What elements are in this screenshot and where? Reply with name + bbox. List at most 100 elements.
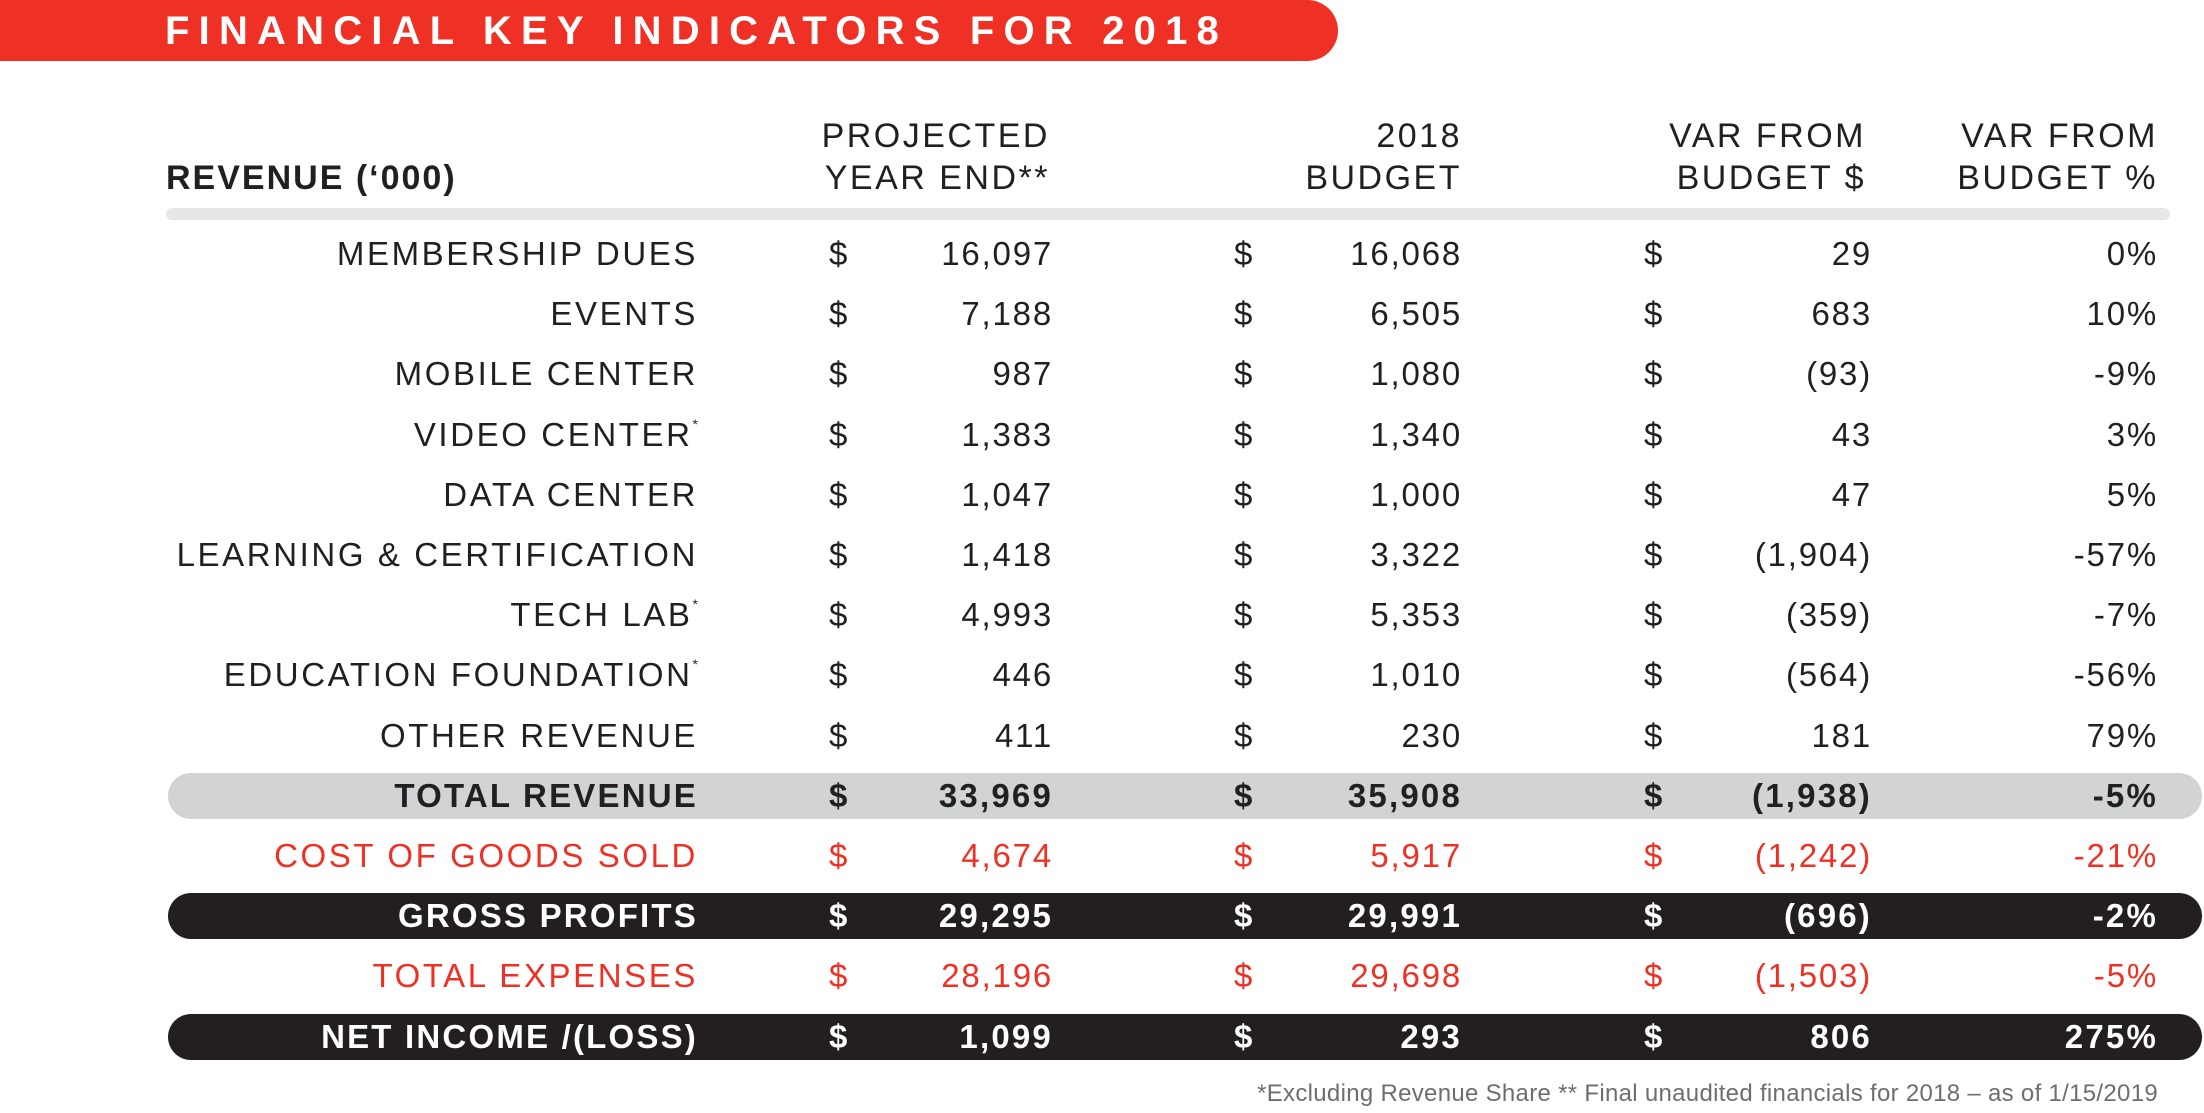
currency-symbol: $: [1234, 536, 1255, 573]
row-label-text: COST OF GOODS SOLD: [274, 837, 698, 874]
variance-amount: (1,503): [1754, 957, 1872, 995]
row-label: COST OF GOODS SOLD: [274, 833, 698, 879]
variance-percent: -21%: [2073, 837, 2158, 874]
row-label: LEARNING & CERTIFICATION: [177, 532, 698, 578]
column-header-var-amount: VAR FROM BUDGET $: [1669, 115, 1866, 199]
page-title: FINANCIAL KEY INDICATORS FOR 2018: [165, 9, 1228, 53]
row-label-text: DATA CENTER: [443, 475, 698, 513]
column-header-line1: VAR FROM: [1961, 117, 2158, 155]
footnote-marker: *: [692, 415, 698, 432]
currency-symbol: $: [829, 536, 850, 573]
variance-percent: 0%: [2106, 235, 2158, 272]
row-label-text: LEARNING & CERTIFICATION: [176, 536, 698, 573]
footnote-marker: *: [692, 656, 698, 673]
variance-percent: 275%: [2064, 1017, 2158, 1055]
currency-symbol: $: [829, 656, 850, 694]
currency-symbol: $: [1234, 355, 1255, 393]
currency-symbol: $: [1234, 776, 1255, 814]
row-label-text: EDUCATION FOUNDATION: [223, 656, 693, 694]
budget-value: 16,068: [1350, 235, 1462, 272]
currency-symbol: $: [1644, 475, 1665, 513]
row-label: TOTAL EXPENSES: [372, 953, 698, 999]
budget-value: 3,322: [1370, 536, 1462, 573]
table-row: TECH LAB* $4,993 $5,353 $ (359) -7%: [0, 592, 2204, 638]
variance-amount: 181: [1811, 716, 1872, 754]
column-header-projected: PROJECTED YEAR END**: [822, 115, 1050, 199]
variance-amount: 806: [1810, 1017, 1872, 1055]
budget-value: 35,908: [1347, 776, 1462, 814]
currency-symbol: $: [1234, 415, 1255, 453]
variance-percent: 5%: [2106, 475, 2158, 513]
row-label: GROSS PROFITS: [398, 893, 698, 939]
row-label-text: TOTAL REVENUE: [394, 776, 698, 814]
budget-value: 230: [1401, 716, 1462, 754]
row-label: DATA CENTER: [443, 472, 698, 518]
currency-symbol: $: [1234, 837, 1255, 874]
table-row: EVENTS $7,188 $6,505 $683 10%: [0, 291, 2204, 337]
table-row: COST OF GOODS SOLD $4,674 $5,917 $ (1,242) -2…: [0, 833, 2204, 879]
variance-percent: -9%: [2093, 355, 2158, 393]
projected-value: 29,295: [938, 897, 1053, 935]
table-row: VIDEO CENTER* $1,383 $1,340 $43 3%: [0, 412, 2204, 458]
row-label-text: TOTAL EXPENSES: [372, 957, 698, 995]
variance-amount: (1,938): [1752, 776, 1872, 814]
currency-symbol: $: [829, 1017, 850, 1055]
revenue-header-label: REVENUE (‘000): [166, 159, 457, 197]
currency-symbol: $: [1234, 957, 1255, 995]
row-highlight-bar: [168, 893, 2202, 940]
variance-percent: -5%: [2093, 957, 2158, 995]
variance-amount: (1,242): [1754, 837, 1872, 874]
column-header-line2: YEAR END**: [824, 159, 1050, 197]
projected-value: 4,993: [961, 596, 1053, 634]
column-header-line1: PROJECTED: [821, 117, 1050, 155]
row-label-text: VIDEO CENTER: [413, 415, 693, 453]
projected-value: 1,099: [959, 1017, 1053, 1055]
currency-symbol: $: [1234, 295, 1255, 333]
column-header-var-percent: VAR FROM BUDGET %: [1957, 115, 2158, 199]
row-highlight-bar: [168, 772, 2202, 819]
budget-value: 5,917: [1370, 837, 1462, 874]
row-label: MEMBERSHIP DUES: [337, 231, 698, 277]
projected-value: 411: [994, 716, 1053, 754]
currency-symbol: $: [1644, 355, 1665, 393]
budget-value: 1,080: [1370, 355, 1462, 393]
currency-symbol: $: [1644, 536, 1665, 573]
currency-symbol: $: [829, 355, 850, 393]
table-row: TOTAL REVENUE $33,969 $35,908 $ (1,938) -5%: [0, 772, 2204, 819]
table-row: TOTAL EXPENSES $28,196 $29,698 $ (1,503) -5%: [0, 953, 2204, 999]
currency-symbol: $: [1644, 776, 1665, 814]
variance-amount: (696): [1783, 897, 1872, 935]
row-label: EDUCATION FOUNDATION*: [224, 652, 698, 698]
projected-value: 1,418: [961, 536, 1053, 573]
projected-value: 28,196: [941, 957, 1053, 995]
footnote-marker: *: [692, 596, 698, 613]
variance-percent: -57%: [2073, 536, 2158, 573]
row-label-text: NET INCOME /(LOSS): [321, 1017, 698, 1055]
table-row: NET INCOME /(LOSS) $1,099 $293 $806 275%: [0, 1013, 2204, 1060]
variance-amount: 683: [1811, 295, 1872, 333]
budget-value: 29,698: [1350, 957, 1462, 995]
currency-symbol: $: [829, 716, 850, 754]
currency-symbol: $: [829, 295, 850, 333]
currency-symbol: $: [1234, 235, 1255, 272]
column-header-line1: 2018: [1376, 117, 1462, 155]
row-label: EVENTS: [550, 291, 698, 337]
budget-value: 6,505: [1370, 295, 1462, 333]
table-row: GROSS PROFITS $29,295 $29,991 $ (696) -2%: [0, 893, 2204, 940]
variance-percent: 3%: [2106, 415, 2158, 453]
budget-value: 293: [1400, 1017, 1462, 1055]
budget-value: 1,000: [1370, 475, 1462, 513]
currency-symbol: $: [829, 897, 850, 935]
table-row: EDUCATION FOUNDATION* $446 $1,010 $ (564) -56…: [0, 652, 2204, 698]
projected-value: 33,969: [938, 776, 1053, 814]
row-label-text: MEMBERSHIP DUES: [336, 235, 698, 272]
projected-value: 4,674: [961, 837, 1053, 874]
variance-amount: (93): [1806, 355, 1872, 393]
currency-symbol: $: [1234, 596, 1255, 634]
row-label-text: OTHER REVENUE: [379, 716, 698, 754]
row-label-text: GROSS PROFITS: [398, 897, 698, 935]
variance-percent: -2%: [2092, 897, 2158, 935]
column-header-line1: VAR FROM: [1669, 117, 1866, 155]
currency-symbol: $: [1644, 837, 1665, 874]
budget-value: 5,353: [1370, 596, 1462, 634]
